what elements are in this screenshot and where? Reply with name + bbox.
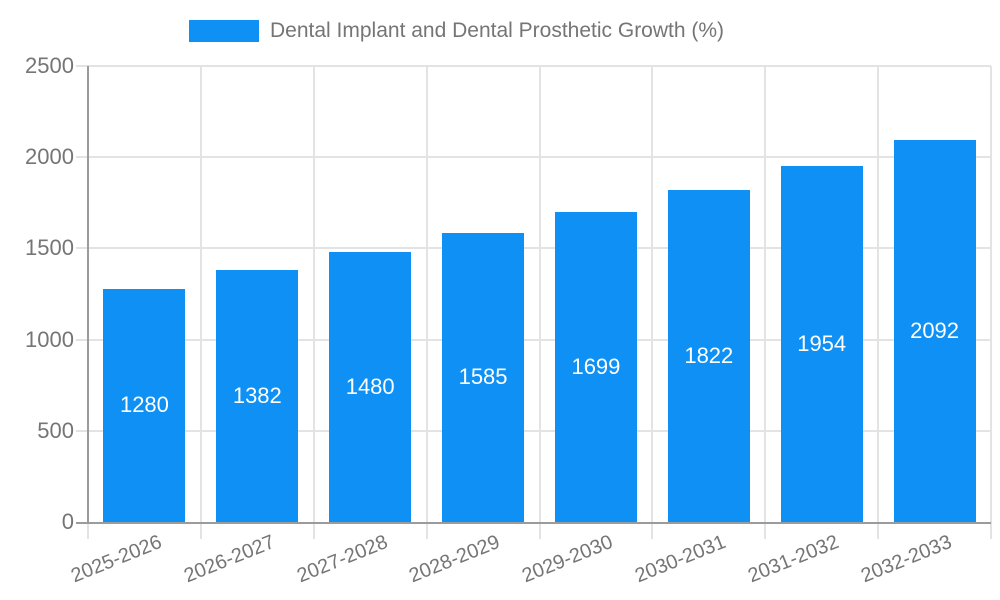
- y-tick-label: 2000: [25, 144, 74, 170]
- bar: [103, 288, 186, 522]
- grid-line-horizontal: [76, 247, 991, 250]
- y-tick-label: 2500: [25, 53, 74, 78]
- grid-line-vertical: [538, 66, 541, 539]
- grid-line-vertical: [651, 66, 654, 539]
- bar: [893, 140, 976, 522]
- chart-legend: Dental Implant and Dental Prosthetic Gro…: [189, 17, 724, 45]
- bar-value-label: 1699: [571, 354, 621, 380]
- x-tick-label: 2025-2026: [67, 531, 165, 588]
- bar: [216, 269, 299, 522]
- y-tick-label: 500: [37, 417, 74, 443]
- bar-value-label: 2092: [910, 318, 960, 344]
- bar-value-label: 1382: [232, 382, 282, 408]
- x-tick-label: 2026-2027: [180, 531, 278, 588]
- bar: [667, 189, 750, 522]
- grid-line-horizontal: [76, 429, 991, 432]
- x-tick-label: 2029-2030: [519, 531, 617, 588]
- x-axis-line: [76, 522, 991, 524]
- bar: [329, 252, 412, 522]
- bar-value-label: 1480: [345, 374, 395, 400]
- bar-value-label: 1822: [684, 342, 734, 368]
- grid-line-horizontal: [76, 156, 991, 159]
- y-tick-label: 1000: [25, 326, 74, 352]
- y-tick-label: 1500: [25, 235, 74, 261]
- chart-title: Dental Implant and Dental Prosthetic Gro…: [270, 19, 725, 42]
- grid-line-vertical: [199, 66, 202, 539]
- grid-line-horizontal: [76, 65, 991, 67]
- legend-swatch: [189, 20, 259, 42]
- grid-line-vertical: [764, 66, 767, 539]
- bar-value-label: 1954: [797, 330, 847, 356]
- bar-value-label: 1280: [119, 392, 169, 418]
- grid-line-vertical: [877, 66, 880, 539]
- y-axis-line: [87, 66, 89, 524]
- axis-tick: [87, 524, 89, 539]
- bar-value-label: 1585: [458, 364, 508, 390]
- x-tick-label: 2032-2033: [857, 531, 955, 588]
- x-tick-label: 2028-2029: [406, 531, 504, 588]
- grid-line-horizontal: [76, 338, 991, 341]
- grid-line-vertical: [425, 66, 428, 539]
- y-tick-label: 0: [61, 509, 74, 534]
- grid-line-vertical: [312, 66, 315, 539]
- x-tick-label: 2030-2031: [632, 531, 730, 588]
- x-tick-label: 2031-2032: [744, 531, 842, 588]
- bar: [780, 165, 863, 522]
- x-tick-label: 2027-2028: [293, 531, 391, 588]
- bar: [554, 212, 637, 522]
- bar: [442, 232, 525, 522]
- grid-line-vertical: [990, 66, 992, 539]
